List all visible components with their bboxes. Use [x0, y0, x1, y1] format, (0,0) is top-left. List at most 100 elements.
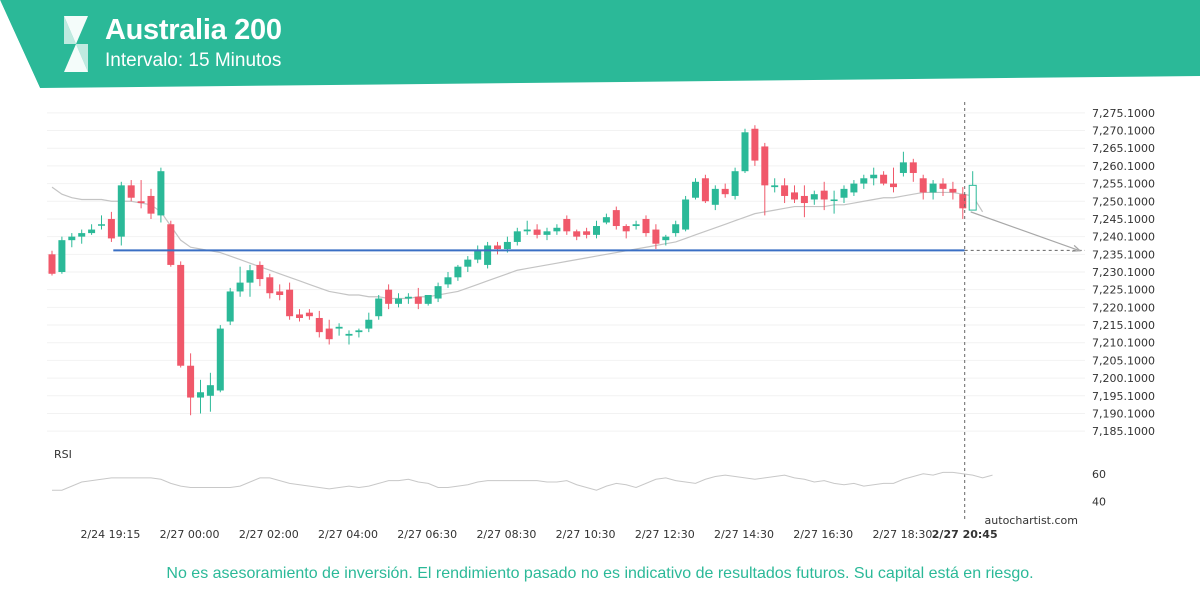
y-tick-label: 7,225.1000	[1092, 284, 1155, 297]
candle-body	[830, 199, 838, 201]
candles-layer	[48, 125, 977, 416]
candle-body	[563, 218, 571, 232]
candle-body	[276, 291, 284, 295]
candle-body	[810, 194, 818, 200]
disclaimer-text: No es asesoramiento de inversión. El ren…	[166, 565, 1034, 582]
y-tick-label: 7,230.1000	[1092, 266, 1155, 279]
candle-body	[968, 184, 977, 211]
candle-body	[48, 254, 56, 274]
candle-body	[305, 312, 313, 317]
candle-body	[256, 264, 264, 280]
candle-body	[612, 210, 620, 227]
candle-body	[375, 298, 383, 317]
candle-body	[593, 226, 600, 235]
candle-body	[890, 183, 897, 188]
price-axis: 7,275.1000 7,270.1000 7,265.1000 7,260.1000…	[1092, 107, 1155, 438]
x-tick-label: 2/27 04:00	[318, 528, 378, 541]
candle-body	[216, 328, 224, 391]
candle-body	[335, 326, 343, 329]
candle-body	[414, 296, 422, 304]
header-banner: Australia 200 Intervalo: 15 Minutos	[0, 0, 1200, 90]
brand-logo-icon	[64, 16, 88, 72]
candle-body	[652, 229, 660, 244]
candle-body	[939, 183, 947, 189]
y-tick-label: 7,205.1000	[1092, 354, 1155, 367]
candle-body	[880, 174, 888, 184]
candle-body	[860, 178, 868, 184]
time-axis: 2/24 19:15 2/27 00:00 2/27 02:00 2/27 04:00…	[80, 528, 997, 541]
y-tick-label: 7,265.1000	[1092, 142, 1155, 155]
candle-body	[751, 128, 759, 161]
overlay-layer	[113, 102, 1085, 520]
x-tick-label: 2/27 10:30	[556, 528, 616, 541]
candle-body	[286, 289, 294, 317]
candle-body	[157, 171, 165, 216]
candle-body	[721, 188, 729, 195]
y-tick-label: 7,190.1000	[1092, 407, 1155, 420]
candle-body	[385, 289, 393, 304]
y-tick-label: 7,195.1000	[1092, 390, 1155, 403]
candlestick-chart: 7,275.1000 7,270.1000 7,265.1000 7,260.1000…	[47, 102, 1155, 541]
candle-body	[78, 233, 86, 237]
y-tick-label: 7,270.1000	[1092, 125, 1155, 138]
candle-body	[206, 385, 214, 396]
candle-body	[434, 286, 442, 299]
y-tick-label: 7,210.1000	[1092, 337, 1155, 350]
candle-body	[355, 330, 363, 333]
x-tick-label: 2/27 08:30	[476, 528, 536, 541]
candle-body	[266, 277, 274, 294]
candle-body	[404, 296, 412, 299]
candle-body	[523, 229, 531, 232]
candle-body	[167, 224, 175, 265]
candle-body	[117, 185, 125, 237]
candle-body	[662, 236, 670, 241]
y-tick-label: 7,245.1000	[1092, 213, 1155, 226]
forecast-arrow-line	[970, 211, 1081, 252]
candle-body	[315, 317, 323, 333]
candle-body	[107, 218, 115, 239]
candle-body	[365, 319, 373, 329]
candle-body	[899, 162, 907, 173]
candle-body	[672, 224, 680, 234]
candle-body	[583, 231, 591, 235]
banner-shape	[0, 0, 1200, 88]
grid-layer	[47, 112, 1085, 432]
candle-body	[820, 190, 828, 200]
y-tick-label: 7,185.1000	[1092, 425, 1155, 438]
candle-body	[454, 266, 462, 278]
candle-body	[761, 146, 769, 186]
candle-body	[246, 270, 254, 283]
chart-title: Australia 200	[105, 14, 282, 46]
candle-body	[573, 231, 581, 237]
x-tick-label: 2/24 19:15	[80, 528, 140, 541]
candle-body	[622, 226, 630, 232]
candle-body	[464, 259, 472, 267]
x-tick-label: 2/27 20:45	[932, 528, 998, 541]
rsi-tick-label: 40	[1092, 495, 1106, 508]
candle-body	[484, 245, 492, 265]
candle-body	[197, 392, 204, 398]
candle-body	[642, 218, 650, 234]
candle-body	[513, 231, 521, 242]
candle-body	[444, 277, 452, 285]
y-tick-label: 7,215.1000	[1092, 319, 1155, 332]
candle-body	[533, 229, 541, 235]
candle-body	[949, 188, 957, 193]
candle-body	[741, 132, 749, 172]
candle-body	[296, 314, 303, 318]
candle-body	[791, 192, 798, 200]
candle-body	[88, 229, 96, 234]
x-tick-label: 2/27 02:00	[239, 528, 299, 541]
y-tick-label: 7,200.1000	[1092, 372, 1155, 385]
rsi-panel: RSI 60 40	[52, 448, 1106, 508]
x-tick-label: 2/27 18:30	[872, 528, 932, 541]
y-tick-label: 7,220.1000	[1092, 301, 1155, 314]
candle-body	[840, 188, 848, 198]
candle-body	[177, 264, 185, 366]
candle-body	[800, 195, 808, 204]
y-tick-label: 7,255.1000	[1092, 178, 1155, 191]
candle-body	[731, 171, 739, 196]
rsi-tick-label: 60	[1092, 468, 1106, 481]
candle-body	[137, 201, 145, 204]
candle-body	[959, 194, 967, 209]
